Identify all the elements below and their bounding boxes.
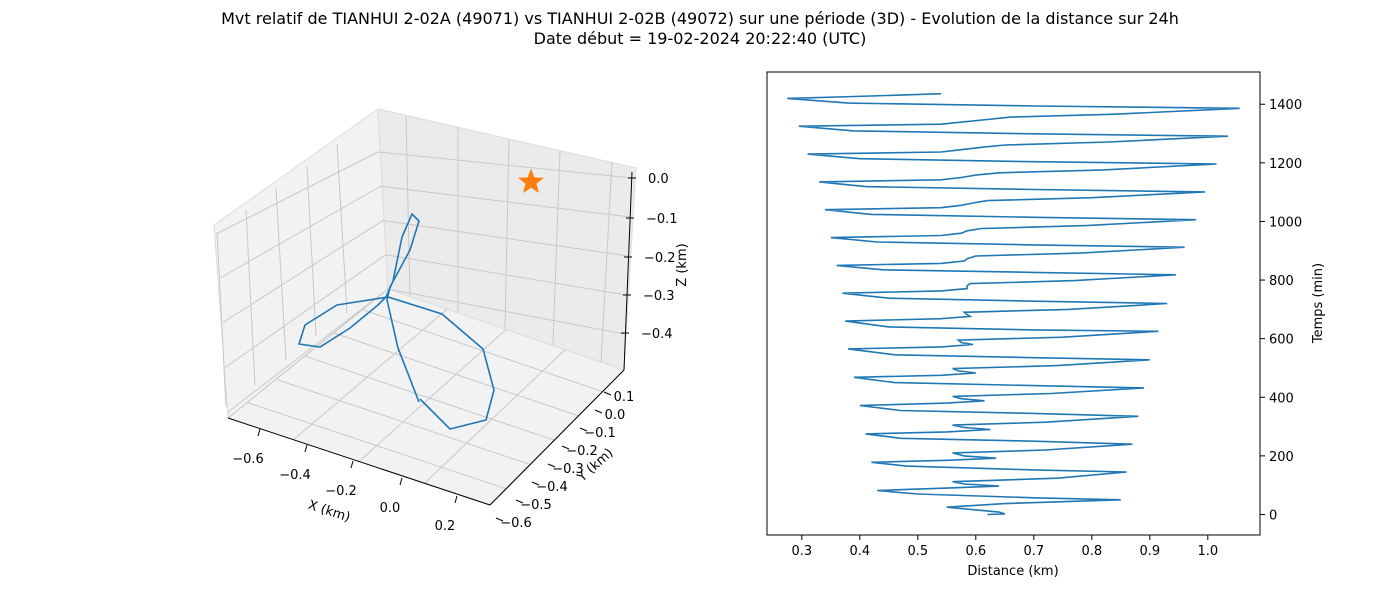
y-tick-3d xyxy=(579,427,588,432)
x-tick-label-2d: 0.3 xyxy=(791,544,812,559)
y-tick-label-3d: −0.6 xyxy=(500,516,532,531)
y-tick-3d xyxy=(495,517,504,522)
y-tick-label-3d: −0.2 xyxy=(566,444,598,459)
y-tick-3d xyxy=(594,409,603,414)
x-tick-3d xyxy=(257,428,261,437)
x-axis-line-3d xyxy=(227,417,491,506)
y-axis-line-3d xyxy=(489,369,625,506)
x-tick-label-2d: 0.6 xyxy=(965,544,986,559)
y-tick-label-3d: −0.3 xyxy=(552,462,584,477)
distance-series-line xyxy=(787,92,1240,516)
trajectory-line xyxy=(297,212,495,430)
grid-line-3d xyxy=(217,151,379,234)
y-tick-label-2d: 200 xyxy=(1269,450,1294,465)
x-tick-label-2d: 1.0 xyxy=(1197,544,1218,559)
y-tick-label-2d: 600 xyxy=(1269,333,1294,348)
grid-line-3d xyxy=(362,309,603,393)
grid-line-3d xyxy=(245,209,256,386)
x-tick-3d xyxy=(350,460,354,469)
y-tick-3d xyxy=(515,499,524,504)
origin-star-marker xyxy=(517,168,545,194)
x-axis-label: Distance (km) xyxy=(967,564,1058,579)
y-tick-label-3d: −0.4 xyxy=(536,480,568,495)
grid-line-3d xyxy=(377,151,633,179)
grid-line-3d xyxy=(385,254,627,296)
grid-line-3d xyxy=(304,355,555,441)
x-tick-label-3d: −0.6 xyxy=(232,452,264,467)
z-tick-label-3d: −0.1 xyxy=(646,212,678,227)
z-tick-label-3d: −0.3 xyxy=(643,289,675,304)
y-tick-3d xyxy=(603,391,612,396)
y-tick-label-3d: 0.1 xyxy=(614,390,635,405)
x-tick-label-2d: 0.4 xyxy=(849,544,870,559)
z-tick-label-3d: −0.4 xyxy=(641,327,673,342)
grid-line-3d xyxy=(424,349,566,484)
y-tick-label-2d: 1200 xyxy=(1269,157,1302,172)
grid-line-3d xyxy=(275,378,531,465)
grid-line-3d xyxy=(222,220,384,323)
z-axis-line-3d xyxy=(623,171,633,371)
grid-3d xyxy=(216,115,633,506)
x-tick-label-3d: 0.0 xyxy=(380,501,401,516)
grid-line-3d xyxy=(306,165,317,337)
x-tick-3d xyxy=(399,477,403,486)
grid-line-3d xyxy=(216,231,227,408)
x-tick-3d xyxy=(304,444,308,453)
y-tick-3d xyxy=(531,481,540,486)
y-tick-label-3d: −0.5 xyxy=(520,498,552,513)
y-tick-label-2d: 400 xyxy=(1269,391,1294,406)
grid-line-3d xyxy=(227,288,389,413)
grid-line-3d xyxy=(387,288,625,335)
grid-line-3d xyxy=(380,185,631,218)
x-ticks-2d: 0.3 0.4 0.5 0.6 0.7 0.8 0.9 1.0 xyxy=(791,535,1218,559)
y-tick-label-2d: 1400 xyxy=(1269,98,1302,113)
axes-3d xyxy=(227,171,633,506)
grid-line-3d xyxy=(333,332,579,417)
z-axis-label-3d: Z (km) xyxy=(675,243,690,286)
y-tick-3d xyxy=(561,445,570,450)
ticks-3d: −0.6 −0.4 −0.2 0.0 0.2 0.1 0.0 −0.1 −0.2 −0.3 −0.4… xyxy=(232,172,677,534)
z-tick-label-3d: −0.2 xyxy=(644,251,676,266)
y-tick-label-2d: 800 xyxy=(1269,274,1294,289)
x-tick-label-2d: 0.7 xyxy=(1023,544,1044,559)
y-axis-label: Temps (min) xyxy=(1311,263,1326,344)
figure-subtitle: Date début = 19-02-2024 20:22:40 (UTC) xyxy=(533,29,867,48)
x-tick-label-3d: 0.2 xyxy=(435,519,456,534)
x-tick-label-2d: 0.9 xyxy=(1139,544,1160,559)
grid-line-3d xyxy=(247,402,507,490)
y-tick-label-3d: 0.0 xyxy=(605,408,626,423)
y-ticks-2d: 0 200 400 600 800 1000 1200 1400 xyxy=(1260,98,1302,523)
y-tick-3d xyxy=(547,463,556,468)
y-tick-label-2d: 0 xyxy=(1269,508,1277,523)
grid-line-3d xyxy=(552,150,561,346)
y-tick-label-3d: −0.1 xyxy=(584,426,616,441)
grid-line-3d xyxy=(225,254,386,368)
x-tick-label-2d: 0.5 xyxy=(907,544,928,559)
grid-line-3d xyxy=(227,288,389,419)
grid-line-3d xyxy=(275,188,287,361)
figure-title: Mvt relatif de TIANHUI 2-02A (49071) vs … xyxy=(221,9,1179,28)
grid-line-3d xyxy=(405,115,411,297)
grid-line-3d xyxy=(358,329,507,462)
x-tick-label-3d: −0.2 xyxy=(325,484,357,499)
grid-line-3d xyxy=(220,185,381,279)
x-tick-label-2d: 0.8 xyxy=(1081,544,1102,559)
z-tick-label-3d: 0.0 xyxy=(648,172,669,187)
grid-line-3d xyxy=(293,308,448,441)
grid-line-3d xyxy=(504,138,510,329)
plot-area-2d xyxy=(766,71,1261,536)
x-tick-3d xyxy=(454,495,458,504)
grid-line-3d xyxy=(600,161,613,363)
x-tick-label-3d: −0.4 xyxy=(279,468,311,483)
grid-line-3d xyxy=(382,220,629,257)
y-tick-label-2d: 1000 xyxy=(1269,215,1302,230)
